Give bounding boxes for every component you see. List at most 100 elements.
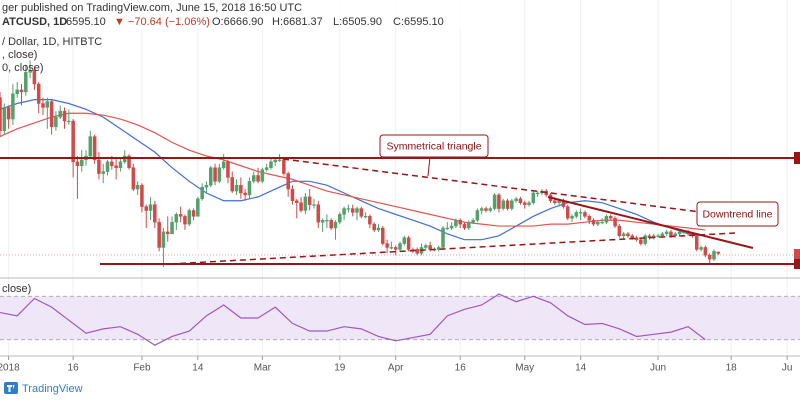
- header-backdrop: [0, 0, 470, 29]
- candle-body: [273, 159, 278, 163]
- candle-body: [333, 221, 338, 229]
- candle-layer: [0, 60, 721, 267]
- ohlc-close: C:6595.10: [393, 16, 444, 28]
- axis-layer: 2018 16 Feb 14 Mar 19 Apr 16 May 14 Jun 18 Ju: [0, 356, 792, 374]
- price-flag: [794, 249, 800, 259]
- candle-body: [213, 167, 217, 182]
- candle-body: [148, 204, 153, 211]
- candle-body: [303, 196, 308, 211]
- legend-entry: , close): [2, 49, 37, 61]
- candle-body: [290, 188, 295, 202]
- x-tick-label: 19: [334, 363, 346, 374]
- candle-body: [613, 218, 617, 227]
- candle-body: [15, 89, 19, 95]
- candle-body: [553, 200, 557, 203]
- candle-body: [45, 101, 50, 108]
- candle-body: [295, 200, 299, 203]
- annotation-text: Symmetrical triangle: [386, 140, 481, 152]
- candle-body: [342, 208, 346, 215]
- candle-body: [11, 93, 15, 120]
- candle-body: [682, 231, 686, 233]
- candle-body: [329, 219, 333, 229]
- candle-body: [505, 200, 510, 209]
- candle-body: [325, 219, 329, 222]
- candle-body: [131, 167, 136, 190]
- rsi-layer: [0, 293, 800, 346]
- candle-body: [312, 204, 316, 206]
- candle-body: [626, 233, 630, 237]
- rsi-label: close): [2, 283, 31, 295]
- candle-body: [634, 237, 639, 240]
- ohlc-open: O:6666.90: [212, 16, 263, 28]
- candle-body: [217, 167, 222, 182]
- candle-body: [398, 243, 402, 250]
- candle-body: [71, 120, 75, 163]
- candle-body: [41, 103, 45, 108]
- candle-body: [243, 192, 247, 196]
- candle-body: [385, 243, 389, 248]
- x-tick-label: 18: [726, 363, 738, 374]
- candle-body: [88, 136, 93, 157]
- candle-body: [462, 223, 467, 229]
- candle-body: [591, 219, 596, 225]
- candle-body: [643, 235, 647, 244]
- candle-body: [583, 212, 587, 217]
- candle-body: [178, 214, 183, 217]
- candle-body: [346, 208, 351, 210]
- candle-body: [574, 212, 579, 217]
- candle-body: [716, 251, 721, 254]
- candle-body: [183, 216, 187, 225]
- candle-body: [36, 83, 41, 104]
- rsi-band: [0, 296, 800, 340]
- candle-body: [110, 161, 114, 166]
- candle-body: [587, 216, 592, 221]
- candle-body: [376, 227, 381, 231]
- candle-body: [299, 202, 303, 211]
- candle-body: [239, 184, 243, 194]
- candle-body: [428, 245, 432, 250]
- candle-body: [144, 206, 148, 211]
- triangle-lower-line: [169, 232, 736, 265]
- candle-body: [350, 208, 355, 213]
- candle-body: [286, 173, 290, 190]
- candle-body: [381, 227, 385, 244]
- x-tick-label: 16: [455, 363, 467, 374]
- candle-body: [234, 184, 239, 192]
- candle-body: [67, 120, 71, 123]
- x-tick-label: 14: [192, 363, 204, 374]
- candle-body: [269, 161, 273, 168]
- ohlc-low: L:6505.90: [333, 16, 382, 28]
- candle-body: [260, 169, 265, 182]
- candle-body: [252, 175, 256, 182]
- x-tick-label: 14: [575, 363, 587, 374]
- candle-body: [441, 227, 445, 248]
- candle-body: [196, 198, 200, 217]
- candle-body: [200, 186, 204, 200]
- candle-body: [630, 235, 635, 238]
- candle-body: [19, 89, 24, 93]
- callout-pointer: [427, 156, 431, 177]
- candle-body: [389, 247, 394, 249]
- candle-body: [187, 210, 192, 225]
- candle-body: [256, 175, 260, 182]
- brand[interactable]: TradingView: [4, 382, 83, 395]
- candle-body: [307, 196, 312, 205]
- candle-body: [58, 111, 62, 118]
- candle-body: [32, 70, 37, 85]
- candle-body: [114, 165, 118, 168]
- candle-body: [695, 235, 699, 250]
- candle-body: [368, 216, 372, 225]
- candle-body: [621, 233, 626, 237]
- candle-body: [393, 247, 398, 250]
- x-tick-label: Mar: [254, 363, 272, 374]
- callout-box: [379, 134, 489, 158]
- candle-body: [277, 159, 282, 161]
- candle-body: [226, 161, 230, 178]
- candle-body: [105, 161, 110, 172]
- x-tick-label: May: [515, 363, 534, 374]
- candle-body: [497, 194, 501, 209]
- candle-body: [28, 70, 32, 73]
- candle-body: [221, 161, 226, 168]
- candle-body: [338, 214, 342, 223]
